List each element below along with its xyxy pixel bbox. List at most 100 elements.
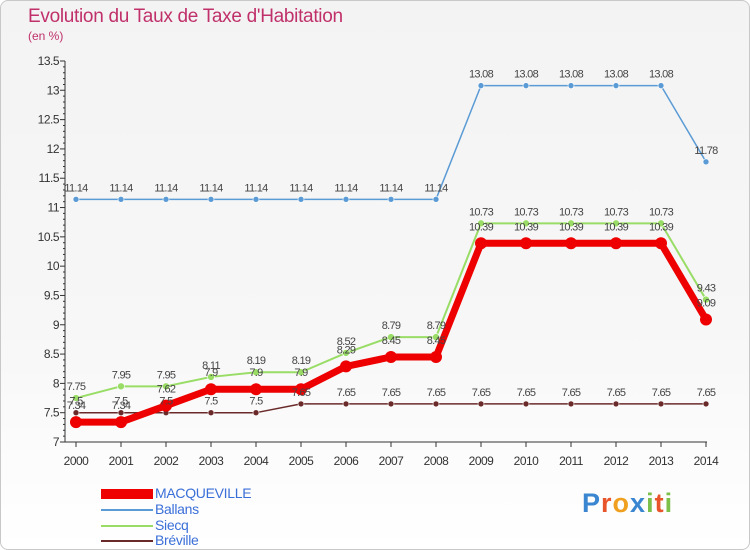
data-point xyxy=(610,237,622,250)
data-label: 7.65 xyxy=(607,387,626,399)
data-point xyxy=(520,237,532,250)
data-point xyxy=(70,416,82,429)
data-point xyxy=(342,349,350,357)
legend-swatch xyxy=(101,509,153,511)
legend-label: Siecq xyxy=(155,517,189,533)
data-label: 10.39 xyxy=(649,221,674,233)
data-label: 11.14 xyxy=(64,182,88,194)
data-point xyxy=(522,219,530,228)
y-tick-label: 11.5 xyxy=(39,171,60,185)
x-tick-label: 2013 xyxy=(649,454,675,468)
chart-unit: (en %) xyxy=(28,29,64,43)
data-label: 11.14 xyxy=(154,182,178,194)
data-point xyxy=(72,409,80,416)
y-tick-label: 11 xyxy=(48,201,60,215)
legend-swatch xyxy=(101,489,153,499)
data-label: 7.65 xyxy=(697,387,716,399)
data-point xyxy=(702,400,710,408)
y-tick-label: 8.5 xyxy=(44,347,60,361)
data-label: 10.73 xyxy=(469,206,494,218)
legend-label: MACQUEVILLE xyxy=(155,485,252,501)
data-label: 8.45 xyxy=(382,335,401,347)
logo-letter: t xyxy=(654,488,665,518)
data-point xyxy=(207,196,215,203)
legend-swatch xyxy=(101,525,153,527)
data-point xyxy=(207,373,215,381)
data-point xyxy=(612,82,620,89)
data-label: 7.65 xyxy=(382,387,401,399)
y-tick-label: 12.5 xyxy=(38,113,60,127)
data-point xyxy=(387,333,395,341)
data-label: 7.34 xyxy=(112,400,131,412)
data-point xyxy=(387,196,395,203)
data-label: 10.73 xyxy=(604,206,629,218)
y-tick-label: 7.5 xyxy=(44,406,60,420)
x-tick-label: 2014 xyxy=(694,454,720,468)
x-tick-label: 2007 xyxy=(379,454,405,468)
data-point xyxy=(432,196,440,203)
logo-letter: x xyxy=(630,488,647,518)
data-point xyxy=(250,383,262,396)
x-tick-label: 2008 xyxy=(424,454,450,468)
data-label: 10.73 xyxy=(649,206,674,218)
data-label: 10.39 xyxy=(514,221,539,233)
data-label: 11.14 xyxy=(289,182,313,194)
data-label: 10.73 xyxy=(514,206,539,218)
data-point xyxy=(117,382,125,391)
data-point xyxy=(657,400,665,408)
y-tick-label: 8 xyxy=(53,376,60,390)
data-point xyxy=(342,196,350,203)
y-tick-label: 9.5 xyxy=(44,288,60,302)
y-tick-label: 10.5 xyxy=(38,230,60,244)
logo-letter: i xyxy=(646,488,655,518)
data-point xyxy=(522,82,530,89)
data-label: 10.39 xyxy=(559,221,584,233)
x-tick-label: 2009 xyxy=(469,454,495,468)
data-label: 8.19 xyxy=(292,355,311,367)
legend-label: Bréville xyxy=(155,532,199,548)
legend-swatch xyxy=(101,540,153,542)
data-label: 11.78 xyxy=(694,145,718,157)
data-label: 7.5 xyxy=(249,396,263,408)
data-label: 11.14 xyxy=(244,182,268,194)
data-point xyxy=(567,400,575,408)
data-label: 8.79 xyxy=(382,320,401,332)
data-label: 13.08 xyxy=(649,69,674,81)
x-tick-label: 2003 xyxy=(199,454,225,468)
data-label: 7.65 xyxy=(652,387,671,399)
data-label: 10.39 xyxy=(469,221,494,233)
data-point xyxy=(385,351,397,364)
data-point xyxy=(475,237,487,250)
y-tick-label: 7 xyxy=(53,435,60,449)
y-tick-label: 13.5 xyxy=(38,54,60,68)
data-point xyxy=(567,82,575,89)
proxiti-logo: Proxiti xyxy=(582,488,673,519)
data-point xyxy=(297,368,305,377)
data-label: 11.14 xyxy=(334,182,358,194)
data-label: 7.9 xyxy=(204,367,218,379)
data-label: 7.5 xyxy=(114,396,128,408)
data-point xyxy=(700,313,712,326)
data-point xyxy=(702,158,710,166)
data-label: 11.14 xyxy=(379,182,403,194)
data-label: 10.73 xyxy=(559,206,584,218)
data-label: 7.65 xyxy=(292,387,311,399)
data-point xyxy=(657,219,665,228)
data-label: 10.39 xyxy=(604,221,629,233)
data-label: 7.5 xyxy=(204,396,218,408)
logo-letter: i xyxy=(664,488,674,518)
data-point xyxy=(252,196,260,203)
data-label: 13.08 xyxy=(559,69,584,81)
data-point xyxy=(612,219,620,228)
data-label: 13.08 xyxy=(469,69,494,81)
data-label: 9.09 xyxy=(697,297,716,309)
data-point xyxy=(657,82,665,89)
data-label: 7.65 xyxy=(337,387,356,399)
x-tick-label: 2002 xyxy=(154,454,180,468)
data-point xyxy=(117,196,125,203)
data-point xyxy=(160,399,172,412)
logo-letter: P xyxy=(582,488,602,518)
data-label: 13.08 xyxy=(514,69,539,81)
